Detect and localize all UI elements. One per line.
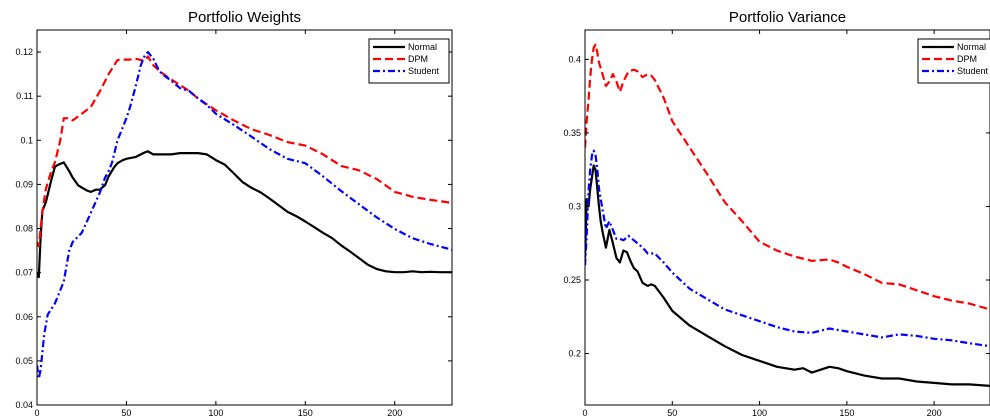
legend: Normal DPM Student xyxy=(917,38,990,84)
chart-panel-2: Portfolio Variance 0 50 100 150 200 0.2 0.25 0.3… xyxy=(563,9,990,417)
y-tick-label: 0.11 xyxy=(16,91,33,101)
x-tick-label: 200 xyxy=(927,408,942,417)
x-tick-label: 200 xyxy=(387,408,402,417)
x-tick-label: 0 xyxy=(582,408,587,417)
chart-panel-1: Portfolio Weights 0 50 100 150 200 0.04 0.05 0.0… xyxy=(15,9,453,417)
y-tick-label: 0.06 xyxy=(15,312,33,322)
legend: Normal DPM Student xyxy=(368,38,450,84)
y-tick-label: 0.35 xyxy=(563,128,581,138)
legend-label-student: Student xyxy=(957,66,989,76)
y-tick-label: 0.05 xyxy=(15,356,33,366)
y-tick-label: 0.08 xyxy=(15,224,33,234)
x-tick-label: 50 xyxy=(667,408,677,417)
y-tick-label: 0.2 xyxy=(568,349,581,359)
series-group xyxy=(585,43,990,387)
series-line-normal xyxy=(37,150,452,279)
x-tick-label: 100 xyxy=(752,408,767,417)
series-line-dpm xyxy=(37,55,452,248)
y-tick-label: 0.07 xyxy=(15,268,33,278)
y-tick-label: 0.09 xyxy=(15,179,33,189)
series-line-normal xyxy=(585,164,990,387)
legend-label-dpm: DPM xyxy=(408,54,428,64)
y-tick-label: 0.12 xyxy=(15,47,33,57)
legend-label-normal: Normal xyxy=(957,42,986,52)
chart-title: Portfolio Variance xyxy=(729,9,846,26)
series-line-student xyxy=(37,51,452,380)
x-tick-label: 50 xyxy=(121,408,131,417)
legend-label-dpm: DPM xyxy=(957,54,977,64)
x-tick-label: 100 xyxy=(208,408,223,417)
x-tick-label: 150 xyxy=(839,408,854,417)
series-group xyxy=(37,51,452,380)
series-line-student xyxy=(585,149,990,348)
legend-label-normal: Normal xyxy=(408,42,437,52)
x-tick-label: 0 xyxy=(34,408,39,417)
series-line-dpm xyxy=(585,43,990,311)
y-tick-label: 0.25 xyxy=(563,275,581,285)
y-tick-label: 0.3 xyxy=(568,201,581,211)
y-tick-label: 0.4 xyxy=(568,54,581,64)
x-tick-label: 150 xyxy=(298,408,313,417)
axes-box xyxy=(36,29,453,406)
y-tick-label: 0.04 xyxy=(15,400,33,410)
chart-title: Portfolio Weights xyxy=(188,9,301,26)
axes-box xyxy=(584,29,990,406)
legend-label-student: Student xyxy=(408,66,440,76)
y-tick-label: 0.1 xyxy=(20,135,33,145)
